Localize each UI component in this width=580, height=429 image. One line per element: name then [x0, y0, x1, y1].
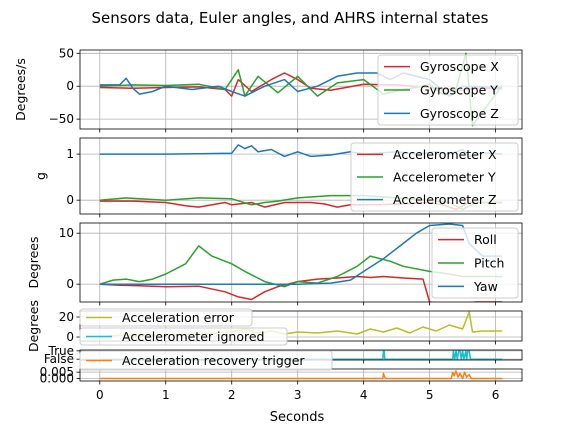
axes-frame — [79, 222, 523, 303]
x-axis-label: Seconds — [270, 410, 325, 425]
y-tick-label: 50 — [59, 46, 74, 60]
legend-frame — [79, 308, 253, 327]
legend-frame — [431, 227, 519, 299]
x-tick-label: 6 — [492, 388, 500, 402]
legend-label: Gyroscope Z — [420, 106, 499, 121]
series-line-acceleration-recovery-trigger — [99, 370, 503, 380]
legend-label: Acceleration error — [122, 310, 235, 325]
y-tick-label: False — [44, 352, 74, 366]
y-tick-label: True — [48, 344, 75, 358]
series-group — [99, 370, 503, 380]
legend-frame — [350, 142, 519, 212]
y-tick-label: 0 — [66, 277, 74, 291]
y-tick-label: 20 — [59, 310, 74, 324]
legend-label: Accelerometer Z — [393, 192, 497, 207]
y-tick-label: 0.005 — [40, 365, 74, 379]
legend-label: Acceleration recovery trigger — [122, 353, 305, 368]
x-tick-label: 2 — [228, 388, 236, 402]
y-tick-label: 0 — [66, 330, 74, 344]
y-axis-label: Degrees — [26, 300, 41, 352]
x-tick-label: 5 — [426, 388, 434, 402]
y-tick-label: 0 — [66, 79, 74, 93]
legend-frame — [377, 54, 519, 126]
legend-label: Pitch — [474, 256, 504, 271]
legend: Gyroscope X Gyroscope Y Gyroscope Z — [377, 54, 519, 126]
legend-label: Accelerometer ignored — [122, 329, 264, 344]
legend-label: Accelerometer Y — [393, 170, 496, 185]
panel-3: 10 0 Degrees Roll Pitch Yaw — [26, 222, 523, 306]
y-tick-label: −50 — [49, 112, 74, 126]
legend-label: Yaw — [473, 279, 498, 294]
legend-frame — [79, 350, 333, 371]
x-tick-label: 4 — [360, 388, 368, 402]
axes-frame — [79, 137, 523, 215]
legend-label: Gyroscope Y — [420, 83, 498, 98]
y-tick-label: 1 — [66, 147, 74, 161]
y-axis-label: Degrees — [26, 236, 41, 288]
legend: Acceleration recovery trigger — [79, 350, 333, 371]
x-tick-label: 0 — [96, 388, 104, 402]
legend: Roll Pitch Yaw — [431, 227, 519, 299]
y-tick-label: 10 — [59, 226, 74, 240]
series-line-roll — [99, 275, 503, 302]
y-axis-label: g — [33, 172, 48, 180]
x-tick-label: 3 — [294, 388, 302, 402]
x-tick-label: 1 — [162, 388, 170, 402]
legend-label: Gyroscope X — [420, 59, 499, 74]
series-group — [99, 350, 503, 360]
legend: Accelerometer X Accelerometer Y Accelerome… — [350, 142, 519, 212]
legend-label: Accelerometer X — [393, 147, 497, 162]
axes-frame — [79, 310, 523, 342]
legend: Accelerometer ignored — [79, 327, 288, 346]
legend-label: Roll — [474, 232, 497, 247]
y-tick-label: 0.000 — [40, 371, 74, 385]
series-line-accelerometer-ignored — [99, 350, 503, 360]
axes-frame — [79, 49, 523, 130]
y-tick-label: 0 — [66, 193, 74, 207]
y-axis-label: Degrees/s — [13, 58, 28, 121]
figure-title: Sensors data, Euler angles, and AHRS int… — [92, 9, 489, 27]
legend-frame — [79, 327, 288, 346]
legend: Acceleration error — [79, 308, 253, 327]
